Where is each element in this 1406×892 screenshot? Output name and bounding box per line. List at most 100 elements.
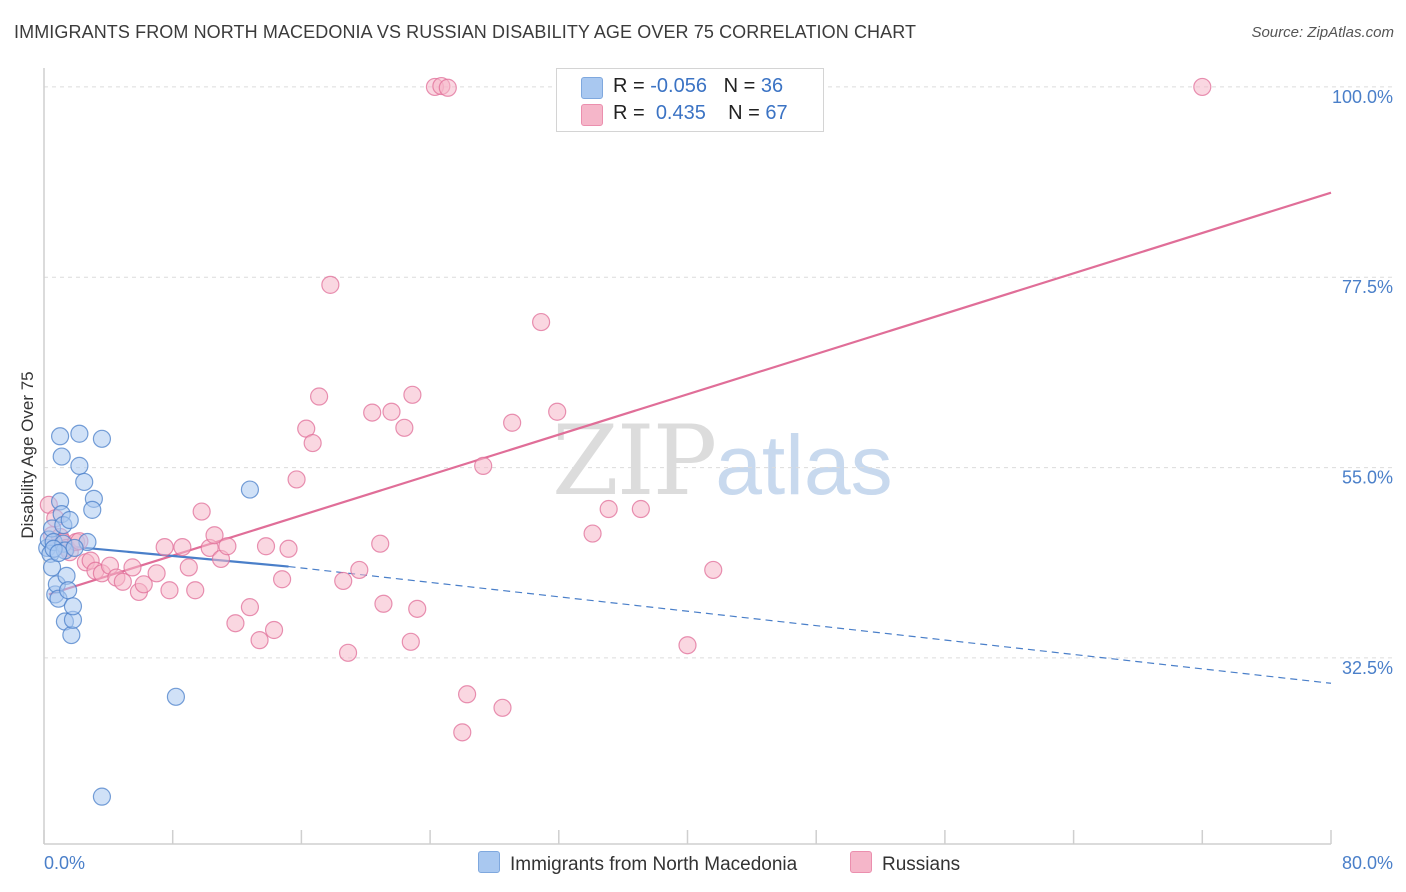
legend-r-label: R =	[613, 102, 651, 124]
data-point-russians	[279, 539, 298, 558]
data-point-russians	[401, 632, 420, 651]
legend-n-value: 67	[765, 102, 788, 124]
data-point-russians	[205, 526, 224, 545]
data-point-russians	[256, 537, 276, 556]
data-point-russians	[350, 560, 369, 580]
legend-n-label: N =	[728, 102, 766, 124]
data-point-north-macedonia	[92, 787, 112, 806]
legend-swatch-pink	[581, 104, 603, 126]
y-tick-label: 32.5%	[1342, 658, 1393, 678]
data-point-russians	[179, 558, 198, 577]
data-point-north-macedonia	[52, 447, 71, 466]
data-point-north-macedonia	[62, 625, 81, 645]
data-point-russians	[532, 312, 551, 332]
data-point-russians	[493, 698, 512, 717]
watermark-zip: ZIP	[552, 405, 717, 517]
data-point-russians	[321, 275, 340, 294]
x-tick-label: 80.0%	[1342, 853, 1393, 873]
data-point-russians	[631, 499, 650, 519]
data-point-russians	[155, 537, 174, 557]
y-axis-label: Disability Age Over 75	[18, 371, 37, 538]
data-point-russians	[192, 502, 211, 521]
source-credit: Source: ZipAtlas.com	[1251, 24, 1394, 41]
bottom-legend-russians: Russians	[850, 851, 960, 876]
data-point-russians	[338, 643, 358, 662]
data-point-russians	[363, 403, 382, 422]
data-points	[38, 76, 1212, 806]
data-point-russians	[147, 564, 166, 583]
data-point-russians	[704, 560, 723, 580]
data-point-russians	[438, 78, 457, 97]
data-point-north-macedonia	[75, 472, 94, 492]
trend-line-russians	[48, 191, 1332, 596]
data-point-russians	[123, 558, 142, 577]
data-point-russians	[218, 537, 237, 556]
legend-r-value: 0.435	[655, 102, 706, 124]
x-tick-label: 0.0%	[44, 853, 85, 873]
data-point-russians	[134, 575, 153, 594]
data-point-russians	[1193, 77, 1212, 97]
bottom-legend-label: Russians	[882, 854, 961, 875]
data-point-russians	[303, 433, 322, 453]
watermark: ZIPatlas	[552, 405, 893, 517]
data-point-russians	[272, 570, 292, 589]
y-tick-label: 55.0%	[1342, 468, 1393, 488]
legend-n-label: N =	[723, 75, 761, 97]
data-point-russians	[474, 456, 493, 475]
data-point-russians	[113, 572, 132, 591]
data-point-north-macedonia	[60, 510, 79, 530]
correlation-legend: R = -0.056 N = 36 R = 0.435 N = 67	[556, 68, 824, 132]
data-point-north-macedonia	[70, 456, 89, 475]
data-point-russians	[599, 499, 618, 519]
axes	[43, 68, 1332, 845]
data-point-russians	[458, 685, 477, 704]
data-point-russians	[548, 402, 567, 421]
bottom-legend-swatch-pink	[850, 851, 872, 873]
data-point-russians	[264, 620, 284, 640]
data-point-russians	[160, 581, 179, 600]
watermark-atlas: atlas	[715, 418, 893, 512]
data-point-north-macedonia	[166, 687, 186, 706]
trend-line-north-macedonia-extension	[288, 565, 1332, 684]
bottom-legend-north-macedonia: Immigrants from North Macedonia	[478, 851, 797, 876]
data-point-russians	[503, 413, 522, 432]
data-point-russians	[173, 537, 192, 557]
tick-labels: 32.5% 55.0% 77.5% 100.0% 0.0% 80.0%	[44, 87, 1393, 873]
data-point-russians	[583, 524, 602, 543]
data-point-russians	[371, 534, 390, 553]
legend-n-value: 36	[760, 75, 784, 97]
data-point-russians	[250, 631, 269, 650]
data-point-russians	[453, 723, 472, 742]
legend-swatch-blue	[581, 77, 603, 99]
data-point-russians	[678, 636, 697, 655]
chart-title: IMMIGRANTS FROM NORTH MACEDONIA VS RUSSI…	[14, 22, 917, 42]
data-point-russians	[287, 470, 306, 489]
data-point-russians	[403, 385, 422, 404]
data-point-russians	[309, 387, 329, 406]
data-point-russians	[226, 614, 245, 633]
data-point-north-macedonia	[70, 424, 89, 443]
data-point-north-macedonia	[92, 429, 112, 448]
data-point-russians	[382, 402, 401, 421]
data-point-russians	[186, 581, 205, 600]
data-point-north-macedonia	[59, 581, 78, 600]
data-point-russians	[334, 571, 353, 591]
data-point-north-macedonia	[240, 480, 260, 499]
legend-r-label: R =	[613, 75, 651, 97]
data-point-north-macedonia	[50, 427, 70, 446]
bottom-legend-label: Immigrants from North Macedonia	[510, 854, 798, 875]
data-point-north-macedonia	[63, 597, 83, 616]
data-point-russians	[240, 598, 260, 617]
data-point-russians	[395, 418, 414, 437]
trend-lines	[48, 191, 1332, 684]
legend-r-value: -0.056	[650, 75, 707, 97]
data-point-north-macedonia	[65, 538, 84, 558]
data-point-north-macedonia	[49, 543, 68, 563]
y-tick-label: 77.5%	[1342, 277, 1393, 297]
data-point-north-macedonia	[83, 500, 102, 519]
y-tick-label: 100.0%	[1332, 87, 1393, 107]
data-point-russians	[374, 594, 393, 613]
bottom-legend-swatch-blue	[478, 851, 500, 873]
data-point-russians	[408, 599, 427, 618]
